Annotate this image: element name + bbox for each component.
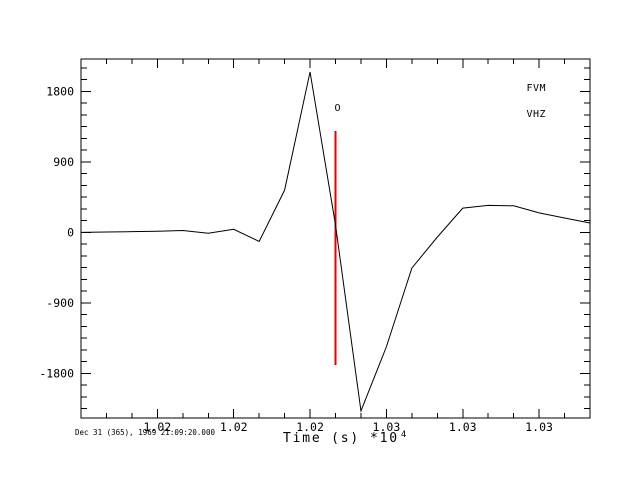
origin-marker-label: O <box>334 103 340 114</box>
x-tick-label: 1.03 <box>373 420 401 434</box>
y-tick-label: 0 <box>67 225 74 239</box>
channel-code: VHZ <box>526 108 546 120</box>
x-axis-scale-exponent: 4 <box>400 430 407 440</box>
y-tick-label: -1800 <box>39 366 74 380</box>
x-tick-label: 1.02 <box>296 420 324 434</box>
x-axis-scale-label: *10 <box>370 431 399 446</box>
x-tick-label: 1.02 <box>220 420 248 434</box>
seismic-trace <box>80 71 591 413</box>
y-tick-label: 900 <box>53 155 74 169</box>
x-tick-label: 1.02 <box>143 420 171 434</box>
station-code: FVM <box>526 83 546 94</box>
y-tick-label: 1800 <box>46 84 74 98</box>
reference-time-label: Dec 31 (365), 1969 21:09:20.000 <box>75 428 215 437</box>
x-axis-title: Time (s) *10 4 <box>283 430 406 446</box>
trace-legend: FVM VHZ <box>520 68 546 136</box>
x-tick-label: 1.03 <box>525 420 553 434</box>
y-tick-label: -900 <box>46 296 74 310</box>
x-tick-label: 1.03 <box>449 420 477 434</box>
x-axis-title-text: Time (s) <box>283 431 361 446</box>
